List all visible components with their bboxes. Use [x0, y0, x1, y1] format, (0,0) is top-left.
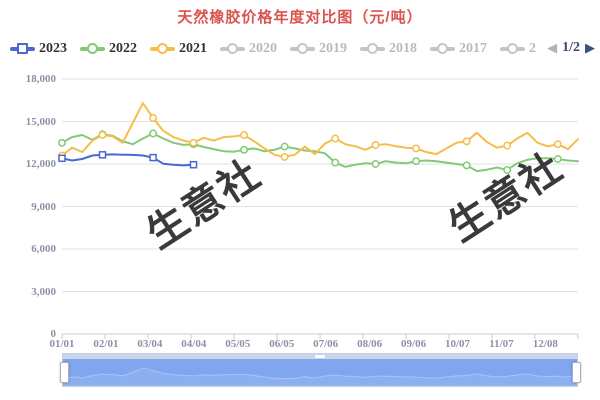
- data-zoom-move-handle[interactable]: [315, 355, 325, 358]
- data-marker-2022: [240, 145, 249, 154]
- x-axis-label: 03/04: [137, 338, 163, 350]
- legend-item-2017[interactable]: 2017: [430, 41, 487, 57]
- x-axis-label: 08/06: [357, 338, 383, 350]
- legend-item-2019[interactable]: 2019: [290, 41, 347, 57]
- y-axis-label: 9,000: [31, 200, 56, 213]
- data-zoom-shadow-line: [63, 367, 577, 386]
- legend-item-2016-truncated[interactable]: 2: [500, 41, 536, 57]
- y-axis-label: 3,000: [31, 285, 56, 298]
- legend-item-2020[interactable]: 2020: [220, 41, 277, 57]
- x-axis-label: 06/05: [269, 338, 295, 350]
- legend-line-marker-icon: [220, 43, 245, 54]
- y-axis-label: 6,000: [31, 243, 56, 255]
- legend-item-2021[interactable]: 2021: [150, 41, 207, 57]
- x-axis-label: 10/07: [444, 338, 471, 350]
- data-marker-2021: [189, 138, 198, 147]
- legend-item-label: 2020: [249, 41, 277, 56]
- data-zoom-slider[interactable]: [60, 353, 581, 387]
- x-axis-label: 12/08: [532, 338, 558, 350]
- data-zoom-right-handle[interactable]: [572, 362, 581, 383]
- y-axis-label: 0: [50, 328, 57, 340]
- legend-item-label: 2019: [319, 41, 347, 56]
- y-axis-label: 12,000: [25, 158, 56, 170]
- data-marker-2022: [553, 155, 562, 163]
- x-axis-label: 02/01: [93, 338, 119, 350]
- x-axis-label: 04/04: [181, 338, 207, 350]
- data-marker-2022: [58, 138, 66, 147]
- chart-title: 天然橡胶价格年度对比图（元/吨）: [177, 9, 423, 26]
- legend: 2023 2022 2021 2020 2019 2018 2017 2: [10, 39, 549, 59]
- legend-next-page-icon[interactable]: ▶: [585, 40, 595, 55]
- legend-circle-icon: [227, 43, 238, 54]
- legend-circle-icon: [507, 43, 518, 54]
- data-zoom-selected-range[interactable]: [63, 359, 577, 386]
- legend-line-marker-icon: [430, 43, 455, 54]
- data-marker-2021: [462, 137, 471, 146]
- data-marker-2022: [371, 160, 380, 168]
- legend-circle-icon: [367, 43, 378, 54]
- series-line-2022: [61, 132, 579, 173]
- legend-circle-icon: [437, 43, 448, 54]
- x-axis-label: 07/06: [313, 338, 339, 350]
- legend-line-marker-icon: [500, 43, 525, 54]
- legend-item-label: 2023: [39, 41, 67, 56]
- data-marker-2023: [149, 153, 157, 162]
- legend-line-marker-icon: [10, 43, 35, 54]
- plot-area: [58, 78, 579, 339]
- legend-pager: ◀ 1/2 ▶: [544, 38, 598, 58]
- data-marker-2022: [280, 142, 289, 151]
- data-marker-2021: [371, 141, 380, 149]
- legend-item-label: 2022: [109, 41, 137, 56]
- data-marker-2022: [331, 158, 340, 167]
- legend-item-label: 2018: [389, 41, 417, 56]
- legend-item-2018[interactable]: 2018: [360, 41, 417, 57]
- data-marker-2023: [98, 151, 107, 159]
- data-marker-2023: [58, 154, 66, 163]
- legend-item-label: 2021: [179, 41, 207, 56]
- x-axis-label: 05/05: [225, 338, 251, 350]
- data-marker-2021: [149, 114, 158, 122]
- legend-line-marker-icon: [80, 43, 105, 54]
- data-marker-2022: [462, 161, 471, 170]
- data-zoom-left-handle[interactable]: [60, 362, 69, 383]
- data-marker-2022: [503, 166, 512, 174]
- legend-square-icon: [17, 43, 28, 54]
- data-zoom-shadow: [63, 367, 577, 386]
- legend-line-marker-icon: [150, 43, 175, 54]
- data-marker-2021: [553, 140, 562, 149]
- data-marker-2021: [331, 134, 340, 143]
- x-axis-label: 09/06: [401, 338, 427, 350]
- legend-prev-page-icon[interactable]: ◀: [547, 40, 558, 55]
- data-marker-2021: [503, 141, 512, 150]
- data-marker-2022: [412, 157, 421, 166]
- y-axis-label: 18,000: [25, 73, 56, 85]
- legend-item-2023[interactable]: 2023: [10, 41, 67, 57]
- data-marker-2021: [240, 131, 249, 139]
- legend-page-indicator: 1/2: [562, 40, 580, 55]
- legend-line-marker-icon: [290, 43, 315, 54]
- legend-line-marker-icon: [360, 43, 385, 54]
- x-axis-label: 11/07: [489, 338, 514, 350]
- data-marker-2022: [149, 129, 158, 138]
- legend-circle-icon: [297, 43, 308, 54]
- legend-circle-icon: [87, 43, 98, 54]
- data-marker-2021: [280, 152, 289, 161]
- data-marker-2021: [412, 144, 421, 153]
- series-line-2021: [61, 102, 579, 158]
- data-marker-2023: [189, 160, 198, 169]
- legend-circle-icon: [157, 43, 168, 54]
- y-axis-label: 15,000: [25, 115, 56, 128]
- legend-item-label: 2017: [459, 41, 487, 56]
- legend-item-label: 2: [529, 41, 536, 56]
- data-marker-2021: [98, 131, 107, 139]
- legend-item-2022[interactable]: 2022: [80, 41, 137, 57]
- x-axis-label: 01/01: [49, 338, 75, 350]
- series-line-2023: [61, 153, 195, 167]
